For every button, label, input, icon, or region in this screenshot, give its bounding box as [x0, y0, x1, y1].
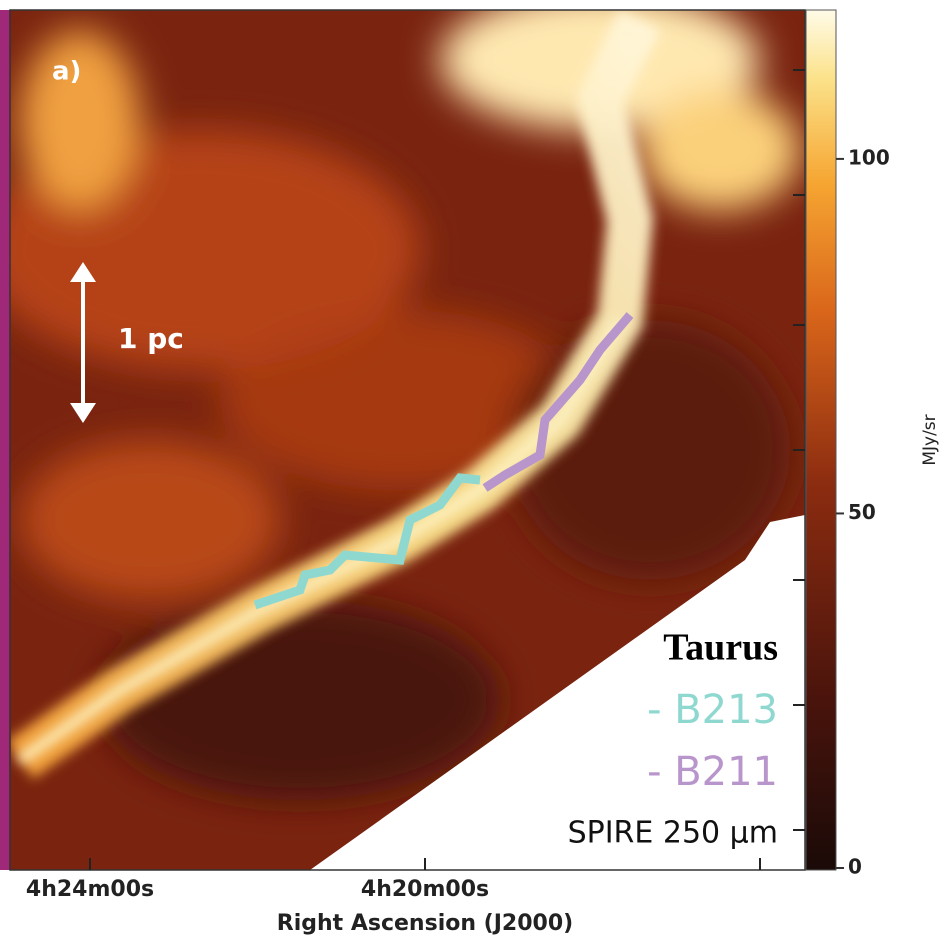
colorbar-tick-label: 50 — [848, 500, 876, 524]
colorbar-tick-label: 100 — [848, 145, 890, 169]
colorbar — [805, 9, 837, 871]
x-axis-title: Right Ascension (J2000) — [277, 911, 573, 936]
sky-image — [10, 10, 805, 870]
scale-bar — [70, 262, 96, 423]
x-tick-label: 4h24m00s — [26, 877, 154, 902]
b211-trace — [482, 312, 634, 492]
band-label: SPIRE 250 µm — [568, 816, 778, 851]
b213-trace — [253, 473, 481, 610]
frame-ticks — [89, 69, 805, 870]
image-frame — [9, 9, 806, 871]
filament-label: - B213 — [647, 687, 778, 733]
scale-label: 1 pc — [118, 322, 184, 355]
filament-label: - B211 — [647, 749, 778, 795]
panel-label: a) — [52, 57, 81, 87]
colorbar-tick-label: 0 — [848, 855, 862, 879]
region-label: Taurus — [663, 627, 778, 669]
colorbar-label: MJy/sr — [920, 414, 940, 465]
left-strip — [0, 10, 10, 870]
x-tick-label: 4h20m00s — [361, 877, 489, 902]
